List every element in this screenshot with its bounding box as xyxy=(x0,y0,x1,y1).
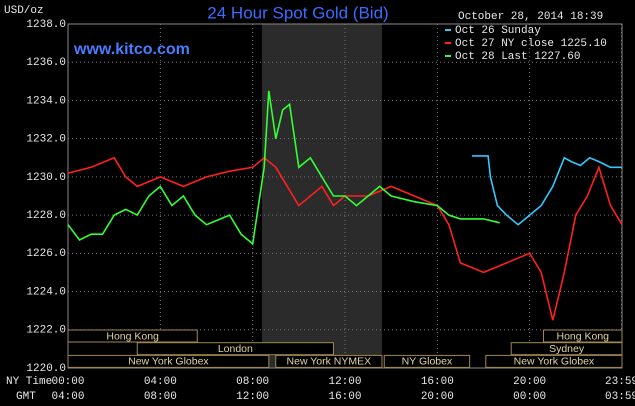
legend-label: Oct 28 Last 1227.60 xyxy=(455,51,580,63)
session-box xyxy=(136,342,334,356)
session-box xyxy=(510,342,623,356)
y-tick-label: 1232.0 xyxy=(26,134,66,146)
session-label: New York Globex xyxy=(128,356,209,368)
chart-title: 24 Hour Spot Gold (Bid) xyxy=(207,3,388,22)
x-tick-label: 20:00 xyxy=(513,376,546,388)
plot-frame xyxy=(67,23,623,369)
session-box xyxy=(67,329,198,343)
series-line xyxy=(67,90,500,246)
x2-axis-label: GMT xyxy=(16,391,36,403)
y-tick-label: 1224.0 xyxy=(26,286,66,298)
session-box xyxy=(485,354,623,368)
session-label: Hong Kong xyxy=(106,330,159,342)
y-axis-label: USD/oz xyxy=(4,5,44,17)
session-box xyxy=(383,354,471,368)
x2-tick-label: 04:00 xyxy=(51,391,84,403)
session-label: London xyxy=(218,343,253,355)
y-tick-label: 1238.0 xyxy=(26,19,66,31)
session-box xyxy=(543,329,623,343)
watermark: www.kitco.com xyxy=(73,41,190,58)
session-label: Sydney xyxy=(549,343,585,355)
series-line xyxy=(472,155,622,226)
x2-tick-label: 12:00 xyxy=(236,391,269,403)
x-axis-label: NY Time xyxy=(6,376,52,388)
y-tick-label: 1228.0 xyxy=(26,210,66,222)
x-tick-label: 23:59 xyxy=(605,376,635,388)
y-tick-label: 1222.0 xyxy=(26,325,66,337)
timestamp: October 28, 2014 18:39 xyxy=(458,11,603,23)
y-tick-label: 1236.0 xyxy=(26,57,66,69)
y-tick-label: 1226.0 xyxy=(26,248,66,260)
session-label: Hong Kong xyxy=(556,330,609,342)
x2-tick-label: 08:00 xyxy=(144,391,177,403)
session-label: NY Globex xyxy=(402,356,453,368)
x2-tick-label: 20:00 xyxy=(421,391,454,403)
x2-tick-label: 16:00 xyxy=(328,391,361,403)
x-tick-label: 16:00 xyxy=(421,376,454,388)
y-tick-label: 1234.0 xyxy=(26,95,66,107)
legend-label: Oct 26 Sunday xyxy=(455,25,541,37)
x-tick-label: 08:00 xyxy=(236,376,269,388)
x2-tick-label: 00:00 xyxy=(513,391,546,403)
y-tick-label: 1230.0 xyxy=(26,172,66,184)
session-box xyxy=(275,354,383,368)
y-tick-label: 1220.0 xyxy=(26,363,66,375)
session-box xyxy=(67,354,270,368)
session-label: New York Globex xyxy=(514,356,595,368)
x2-tick-label: 03:59 xyxy=(605,391,635,403)
x-tick-label: 04:00 xyxy=(144,376,177,388)
x-tick-label: 12:00 xyxy=(328,376,361,388)
series-line xyxy=(67,156,623,321)
x-tick-label: 00:00 xyxy=(51,376,84,388)
session-label: New York NYMEX xyxy=(287,356,372,368)
legend-label: Oct 27 NY close 1225.10 xyxy=(455,38,607,50)
